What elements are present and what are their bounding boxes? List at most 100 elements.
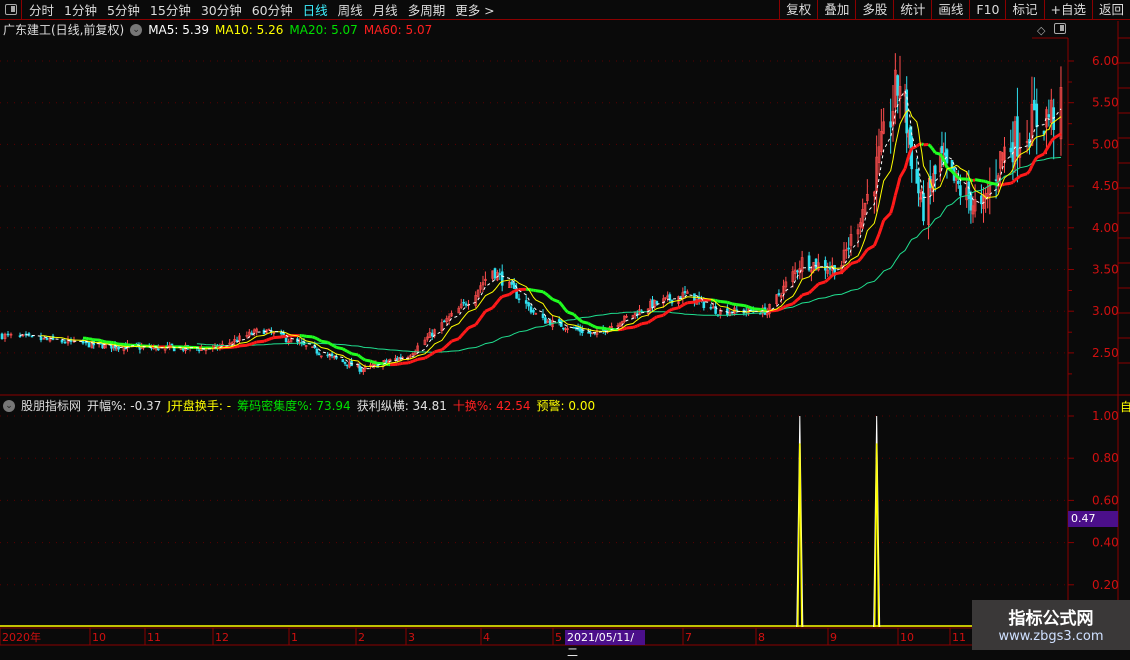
ma20-segment (954, 174, 956, 176)
candle-body (590, 332, 592, 333)
ma20-segment (863, 253, 865, 256)
indicator-tick-label: 0.40 (1092, 536, 1119, 550)
ma20-segment (593, 326, 595, 327)
candle-body (1036, 104, 1038, 127)
ma20-segment (802, 293, 809, 295)
ma20-segment (1020, 174, 1027, 176)
ma20-segment (663, 314, 665, 316)
candle-body (941, 146, 943, 152)
ma20-segment (835, 272, 842, 273)
ma20-segment (591, 325, 593, 326)
ma20-segment (642, 323, 649, 324)
candle-body (530, 307, 532, 312)
ma20-segment (884, 213, 891, 220)
ma20-segment (908, 152, 910, 157)
candle-body (1033, 100, 1035, 110)
ma20-segment (408, 362, 410, 363)
ma20-segment (464, 330, 466, 333)
date-label: 9 (830, 631, 837, 644)
ma20-segment (430, 354, 432, 355)
candle-body (995, 180, 997, 181)
ma20-segment (844, 268, 846, 270)
ma20-segment (1051, 138, 1053, 141)
ma20-segment (849, 264, 851, 266)
ma20-segment (851, 261, 858, 263)
candle-body (46, 338, 48, 339)
ma20-segment (635, 326, 637, 327)
indicator-tick-label: 0.60 (1092, 493, 1119, 507)
ma20-segment (818, 282, 825, 284)
ma20-segment (589, 323, 591, 324)
ma20-segment (578, 319, 580, 321)
ma20-segment (574, 314, 576, 316)
candle-body (959, 186, 961, 196)
candle-body (1016, 117, 1018, 157)
candle-body (848, 248, 850, 249)
candle-body (558, 320, 560, 322)
candle-body (684, 291, 686, 292)
ma20-segment (648, 321, 650, 323)
ma20-segment (345, 350, 347, 351)
ma20-segment (1049, 141, 1051, 146)
ma20-segment (860, 256, 862, 259)
ma20-segment (800, 295, 802, 298)
ma20-segment (633, 327, 635, 328)
ma20-segment (777, 310, 779, 311)
ma20-segment (576, 317, 578, 319)
ma20-segment (1011, 182, 1013, 183)
ma20-segment (816, 284, 818, 286)
ma20-segment (352, 354, 358, 355)
candle-body (778, 293, 780, 295)
candle-body (173, 348, 175, 351)
candle-body (61, 340, 63, 342)
ma20-segment (444, 346, 446, 348)
ma20-segment (509, 293, 511, 295)
ma20-segment (249, 344, 251, 345)
ma20-segment (786, 304, 793, 306)
ma20-segment (418, 358, 425, 359)
ma20-segment (922, 144, 924, 145)
candle-body (40, 337, 42, 340)
ma20-segment (891, 205, 893, 213)
candle-body (7, 334, 9, 335)
candle-body (518, 299, 520, 300)
ma20-segment (459, 336, 461, 339)
candle-body (897, 76, 899, 96)
candle-body (318, 354, 320, 355)
indicator-tick-label: 1.00 (1092, 409, 1119, 423)
ma20-segment (622, 329, 624, 330)
ma20-segment (874, 240, 876, 246)
ma20-segment (580, 320, 582, 322)
ma20-segment (668, 310, 670, 311)
candle-body (946, 150, 948, 163)
candle-body (579, 328, 581, 332)
ma20-segment (1015, 178, 1017, 179)
price-tick-label: 5.50 (1092, 96, 1119, 110)
candle-body (528, 303, 530, 307)
ma20-segment (447, 344, 449, 346)
ma20-segment (905, 163, 907, 169)
price-tick-label: 6.00 (1092, 54, 1119, 68)
ma20-segment (935, 153, 940, 154)
candle-body (513, 283, 515, 288)
ma20-segment (237, 346, 239, 347)
ma20-segment (942, 156, 944, 160)
ma20-segment (945, 164, 947, 168)
candle-body (342, 359, 344, 361)
ma20-segment (811, 289, 813, 291)
ma20-segment (495, 302, 497, 305)
candle-body (511, 282, 513, 284)
ma20-segment (264, 340, 266, 341)
ma20-segment (461, 333, 463, 336)
candle-body (1, 334, 3, 339)
ma20-segment (432, 352, 434, 354)
candle-body (465, 304, 467, 305)
ma20-segment (797, 298, 799, 300)
ma20-segment (360, 356, 362, 357)
ma10-line (41, 110, 1061, 367)
ma20-segment (832, 274, 834, 275)
candle-body (968, 182, 970, 199)
candle-body (525, 300, 527, 303)
ma20-segment (753, 309, 760, 310)
